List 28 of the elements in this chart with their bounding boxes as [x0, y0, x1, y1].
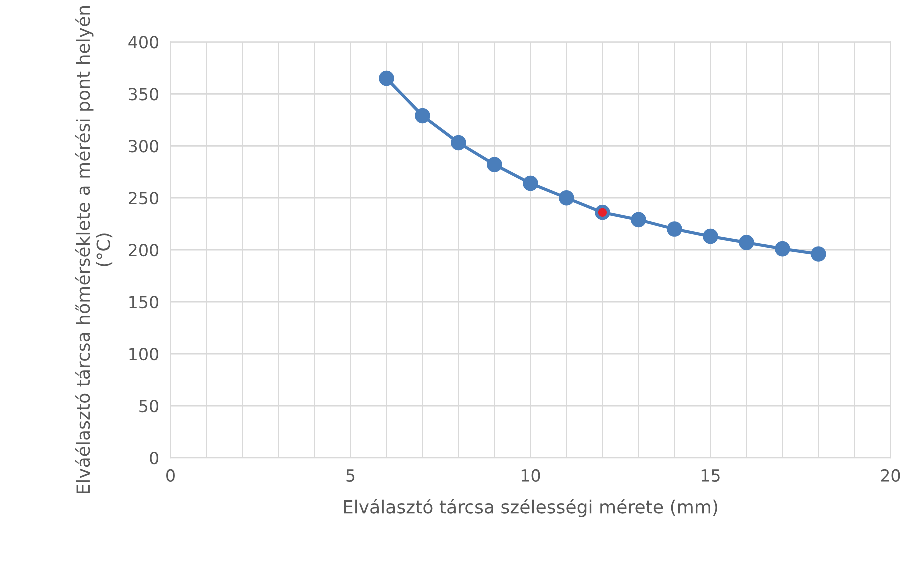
- x-tick-label: 5: [346, 470, 355, 482]
- point: [631, 212, 646, 228]
- point: [739, 235, 754, 250]
- point: [451, 135, 466, 151]
- point: [775, 241, 790, 257]
- y-tick-label: 400: [128, 36, 159, 49]
- y-tick-label: 300: [129, 140, 159, 153]
- y-tick-label: 100: [130, 348, 159, 361]
- point: [415, 108, 430, 124]
- point: [487, 157, 502, 172]
- point: [523, 176, 538, 192]
- y-tick-label: 50: [140, 400, 159, 413]
- x-axis-title: Elválasztó tárcsa szélességi mérete (mm): [344, 499, 718, 518]
- y-tick-label: 0: [150, 452, 159, 465]
- y-tick-label: 250: [129, 192, 159, 205]
- y-axis-title: Elváélasztó tárcsa hőmérséklete a mérési pont helyén (°C): [76, 6, 113, 494]
- point: [811, 246, 826, 262]
- y-tick-label: 350: [129, 88, 159, 101]
- x-tick-label: 20: [881, 469, 900, 482]
- y-tick-label: 200: [129, 244, 159, 257]
- x-tick-label: 0: [166, 469, 175, 482]
- point: [379, 70, 394, 86]
- x-tick-label: 15: [702, 470, 720, 482]
- point: [703, 228, 718, 244]
- x-tick-label: 10: [522, 469, 540, 482]
- point: [559, 190, 574, 206]
- y-tick-label: 150: [130, 296, 159, 309]
- point: [667, 222, 682, 237]
